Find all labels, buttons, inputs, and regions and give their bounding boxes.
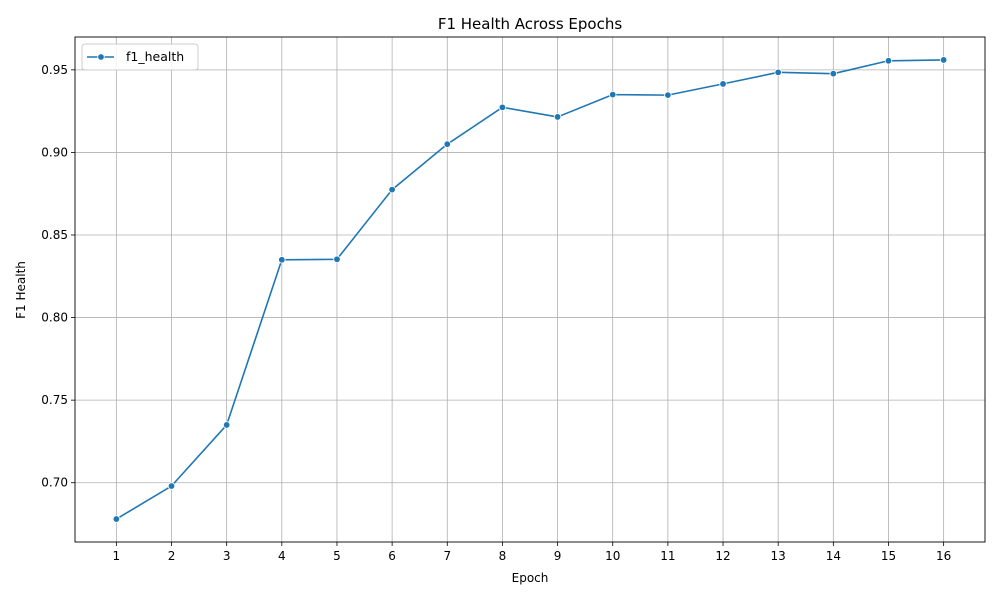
data-point [498,103,507,112]
plot-frame [74,36,986,543]
x-tick-label: 16 [936,549,951,563]
x-tick-label: 4 [278,549,286,563]
data-point [774,68,782,77]
data-point [829,69,838,78]
legend-marker-swatch [97,53,105,61]
y-tick-label: 0.95 [41,63,68,77]
x-tick-label: 10 [605,549,620,563]
series-line-f1-health [115,59,944,520]
data-point [884,57,893,65]
x-tick-label: 1 [113,549,121,563]
x-tick-label: 2 [168,549,176,563]
x-tick-label: 13 [771,549,786,563]
y-tick-label: 0.70 [41,476,68,490]
legend-label-f1-health: f1_health [126,49,184,64]
y-tick-label: 0.90 [41,145,68,159]
y-tick-label: 0.85 [41,228,68,242]
y-axis-ticks: 0.70 0.75 0.80 0.85 0.90 0.95 [41,63,75,490]
data-point [609,90,617,99]
data-point [553,113,562,121]
data-point [388,185,396,194]
legend-box [81,43,199,71]
data-point [112,515,121,523]
data-point [443,140,451,148]
x-tick-label: 15 [881,549,896,563]
data-point [719,80,727,88]
x-tick-label: 6 [388,549,396,563]
data-point [664,91,672,99]
data-point [278,256,286,264]
x-axis-label: Epoch [512,571,549,585]
x-axis-ticks: 1 2 3 4 5 6 7 8 9 10 11 12 13 14 15 16 [113,542,951,563]
chart-title: F1 Health Across Epochs [438,15,623,33]
x-tick-label: 3 [223,549,231,563]
x-tick-label: 8 [499,549,507,563]
y-axis-label: F1 Health [14,261,28,319]
x-tick-label: 14 [826,549,841,563]
grid-lines [75,37,985,542]
x-tick-label: 7 [443,549,451,563]
x-tick-label: 12 [715,549,730,563]
data-point [167,482,176,490]
data-point [222,421,231,429]
data-point [939,56,948,64]
x-tick-label: 5 [333,549,341,563]
y-tick-label: 0.75 [41,393,68,407]
series-layer [112,56,948,523]
x-tick-label: 9 [554,549,562,563]
y-tick-label: 0.80 [41,311,68,325]
legend: f1_health [81,43,199,71]
x-tick-label: 11 [660,549,675,563]
data-point [333,255,341,263]
